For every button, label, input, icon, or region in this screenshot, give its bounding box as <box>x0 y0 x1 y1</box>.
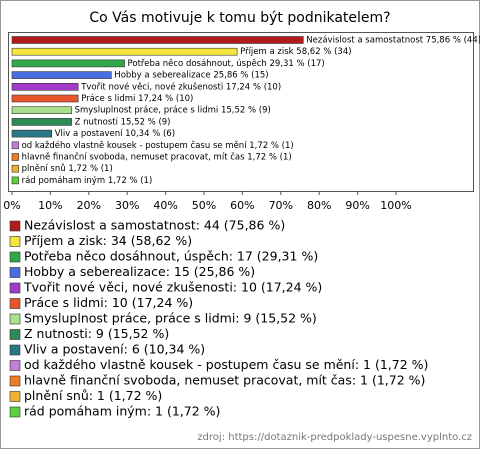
bar <box>11 47 238 56</box>
x-tick-label: 40% <box>153 199 177 212</box>
bar <box>11 176 19 185</box>
x-tick-label: 0% <box>3 199 20 212</box>
bar <box>11 164 19 173</box>
legend-label: Příjem a zisk: 34 (58,62 %) <box>24 233 192 248</box>
bar-label: Vliv a postavení 10,34 % (6) <box>55 129 175 139</box>
legend-label: od každého vlastně kousek - postupem čas… <box>24 357 428 372</box>
bar-label: hlavně finanční svoboda, nemuset pracova… <box>22 152 292 163</box>
legend-swatch <box>9 329 21 340</box>
legend-label: rád pomáham iným: 1 (1,72 %) <box>24 404 220 419</box>
bar <box>11 106 72 114</box>
bar-label: Nezávislost a samostatnost 75,86 % (44) <box>306 36 480 46</box>
bar-label: Potřeba něco dosáhnout, úspěch 29,31 % (… <box>128 59 325 69</box>
bar-label: Práce s lidmi 17,24 % (10) <box>81 94 193 104</box>
legend-swatch <box>9 267 21 278</box>
x-tick-label: 100% <box>380 199 411 212</box>
legend-label: Smysluplnost práce, práce s lidmi: 9 (15… <box>24 311 317 326</box>
bar <box>11 141 19 150</box>
legend-label: Hobby a seberealizace: 15 (25,86 %) <box>24 264 255 279</box>
plot-area <box>8 32 474 192</box>
legend-swatch <box>9 406 21 418</box>
bar-label: od každého vlastně kousek - postupem čas… <box>22 140 294 151</box>
legend-swatch <box>9 298 21 309</box>
bar-label: Tvořit nové věci, nové zkušenosti 17,24 … <box>80 81 281 92</box>
bar-label: rád pomáham iným 1,72 % (1) <box>22 176 153 186</box>
x-tick-label: 60% <box>230 199 254 212</box>
legend-swatch <box>9 236 21 247</box>
bar-label: plnění snů 1,72 % (1) <box>22 163 113 174</box>
source: zdroj: https://dotaznik-predpoklady-uspe… <box>197 432 472 443</box>
bar <box>11 94 79 103</box>
legend-swatch <box>9 220 21 232</box>
bar-label: Příjem a zisk 58,62 % (34) <box>240 47 351 57</box>
legend-swatch <box>9 391 21 402</box>
chart-title: Co Vás motivuje k tomu být podnikatelem? <box>89 10 390 26</box>
x-tick-label: 90% <box>345 199 369 212</box>
legend-swatch <box>9 375 21 387</box>
x-tick-label: 20% <box>77 199 101 212</box>
legend-label: Tvořit nové věci, nové zkušenosti: 10 (1… <box>23 280 322 295</box>
bar-label: Smysluplnost práce, práce s lidmi 15,52 … <box>75 106 271 116</box>
bar-label: Hobby a seberealizace 25,86 % (15) <box>114 71 268 81</box>
bar-label: Z nutnosti 15,52 % (9) <box>75 117 171 127</box>
legend-swatch <box>9 360 21 371</box>
bar <box>11 118 72 126</box>
x-tick-label: 80% <box>307 199 331 212</box>
legend-swatch <box>9 251 21 263</box>
legend-swatch <box>9 344 21 356</box>
legend-swatch <box>9 313 21 325</box>
legend-label: hlavně finanční svoboda, nemuset pracova… <box>24 373 425 388</box>
x-tick-label: 70% <box>269 199 293 212</box>
bar <box>11 129 53 138</box>
x-tick-label: 30% <box>115 199 139 212</box>
legend-label: Vliv a postavení: 6 (10,34 %) <box>24 342 205 357</box>
x-tick-label: 50% <box>192 199 216 212</box>
legend-label: Potřeba něco dosáhnout, úspěch: 17 (29,3… <box>24 249 318 264</box>
legend-label: Z nutnosti: 9 (15,52 %) <box>24 326 169 341</box>
legend-label: Práce s lidmi: 10 (17,24 %) <box>24 295 193 310</box>
legend-label: Nezávislost a samostatnost: 44 (75,86 %) <box>24 218 285 233</box>
bar <box>11 36 304 44</box>
bar <box>11 71 112 79</box>
bar <box>11 59 125 68</box>
legend-label: plnění snů: 1 (1,72 %) <box>24 388 162 403</box>
bar <box>11 153 19 161</box>
legend-swatch <box>9 282 21 294</box>
bar <box>11 83 79 91</box>
x-tick-label: 10% <box>38 199 62 212</box>
